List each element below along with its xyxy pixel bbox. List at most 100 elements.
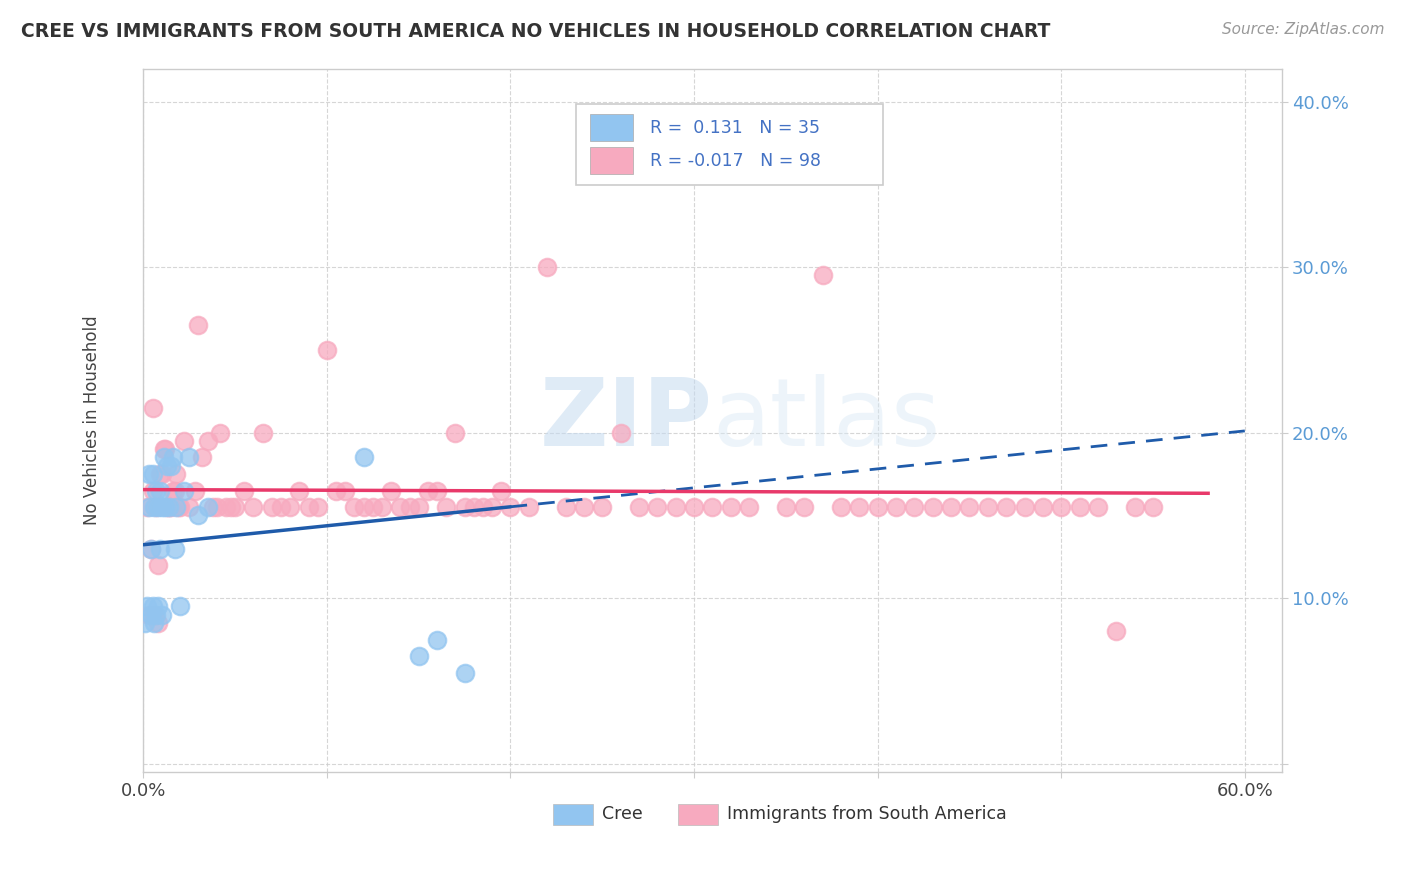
Point xyxy=(197,500,219,515)
Text: CREE VS IMMIGRANTS FROM SOUTH AMERICA NO VEHICLES IN HOUSEHOLD CORRELATION CHART: CREE VS IMMIGRANTS FROM SOUTH AMERICA NO… xyxy=(21,22,1050,41)
Point xyxy=(720,500,742,515)
Point xyxy=(139,541,162,556)
Point xyxy=(471,500,494,515)
Point xyxy=(146,615,169,630)
Point xyxy=(150,500,173,515)
Point xyxy=(517,500,540,515)
Point xyxy=(426,632,449,647)
Point xyxy=(453,665,475,680)
Point xyxy=(884,500,907,515)
Point xyxy=(165,467,187,481)
Point xyxy=(499,500,522,515)
FancyBboxPatch shape xyxy=(553,804,593,825)
Point xyxy=(426,483,449,498)
Point xyxy=(288,483,311,498)
Point xyxy=(141,599,163,614)
Point xyxy=(398,500,420,515)
Point xyxy=(260,500,283,515)
Point xyxy=(162,450,184,465)
Point xyxy=(609,425,631,440)
Point xyxy=(160,458,183,473)
Point xyxy=(224,500,246,515)
Point xyxy=(738,500,761,515)
Point xyxy=(389,500,412,515)
Point xyxy=(371,500,394,515)
Point xyxy=(141,401,163,415)
Point xyxy=(157,500,180,515)
Point xyxy=(408,649,430,664)
Point xyxy=(554,500,576,515)
Point xyxy=(536,260,558,274)
Point xyxy=(197,434,219,448)
Point xyxy=(152,442,174,457)
Point xyxy=(335,483,357,498)
Point xyxy=(1142,500,1164,515)
Point xyxy=(361,500,384,515)
Point xyxy=(187,508,209,523)
Point xyxy=(134,615,156,630)
Point xyxy=(145,607,167,622)
Point xyxy=(152,450,174,465)
Point xyxy=(209,425,232,440)
Point xyxy=(143,500,166,515)
Point xyxy=(811,268,834,283)
Point xyxy=(775,500,797,515)
Point xyxy=(977,500,1000,515)
Point xyxy=(146,599,169,614)
Point xyxy=(343,500,366,515)
Point xyxy=(205,500,228,515)
Point xyxy=(141,467,163,481)
Point xyxy=(756,145,779,159)
Point xyxy=(572,500,595,515)
Point xyxy=(136,599,159,614)
Point xyxy=(903,500,925,515)
Point xyxy=(866,500,889,515)
Point xyxy=(1105,624,1128,639)
Point xyxy=(278,500,301,515)
Point xyxy=(202,500,225,515)
Point xyxy=(139,541,162,556)
Point xyxy=(149,467,172,481)
Point xyxy=(325,483,347,498)
Point xyxy=(141,483,163,498)
Point xyxy=(416,483,439,498)
Point xyxy=(162,483,184,498)
Point xyxy=(1014,500,1036,515)
Point xyxy=(233,483,256,498)
Point xyxy=(959,500,981,515)
Point xyxy=(848,500,870,515)
Point xyxy=(156,458,179,473)
Point xyxy=(149,541,172,556)
Point xyxy=(146,500,169,515)
Point xyxy=(270,500,292,515)
Point xyxy=(793,500,815,515)
Point xyxy=(173,483,195,498)
Point xyxy=(179,500,201,515)
Text: atlas: atlas xyxy=(713,375,941,467)
Text: ZIP: ZIP xyxy=(540,375,713,467)
Point xyxy=(138,500,160,515)
Point xyxy=(453,500,475,515)
Point xyxy=(591,500,613,515)
FancyBboxPatch shape xyxy=(589,114,633,141)
Point xyxy=(1032,500,1054,515)
Point xyxy=(316,343,339,357)
Point xyxy=(150,607,173,622)
Point xyxy=(179,450,201,465)
Point xyxy=(169,500,191,515)
Point xyxy=(157,500,180,515)
Point xyxy=(463,500,485,515)
Point xyxy=(173,434,195,448)
Point xyxy=(145,483,167,498)
Point xyxy=(380,483,402,498)
Point xyxy=(434,500,457,515)
Point xyxy=(665,500,688,515)
Point xyxy=(155,442,177,457)
Point xyxy=(297,500,319,515)
Point xyxy=(160,500,183,515)
Point xyxy=(995,500,1018,515)
Point xyxy=(939,500,962,515)
Point xyxy=(921,500,943,515)
Point xyxy=(169,599,191,614)
Point xyxy=(627,500,650,515)
